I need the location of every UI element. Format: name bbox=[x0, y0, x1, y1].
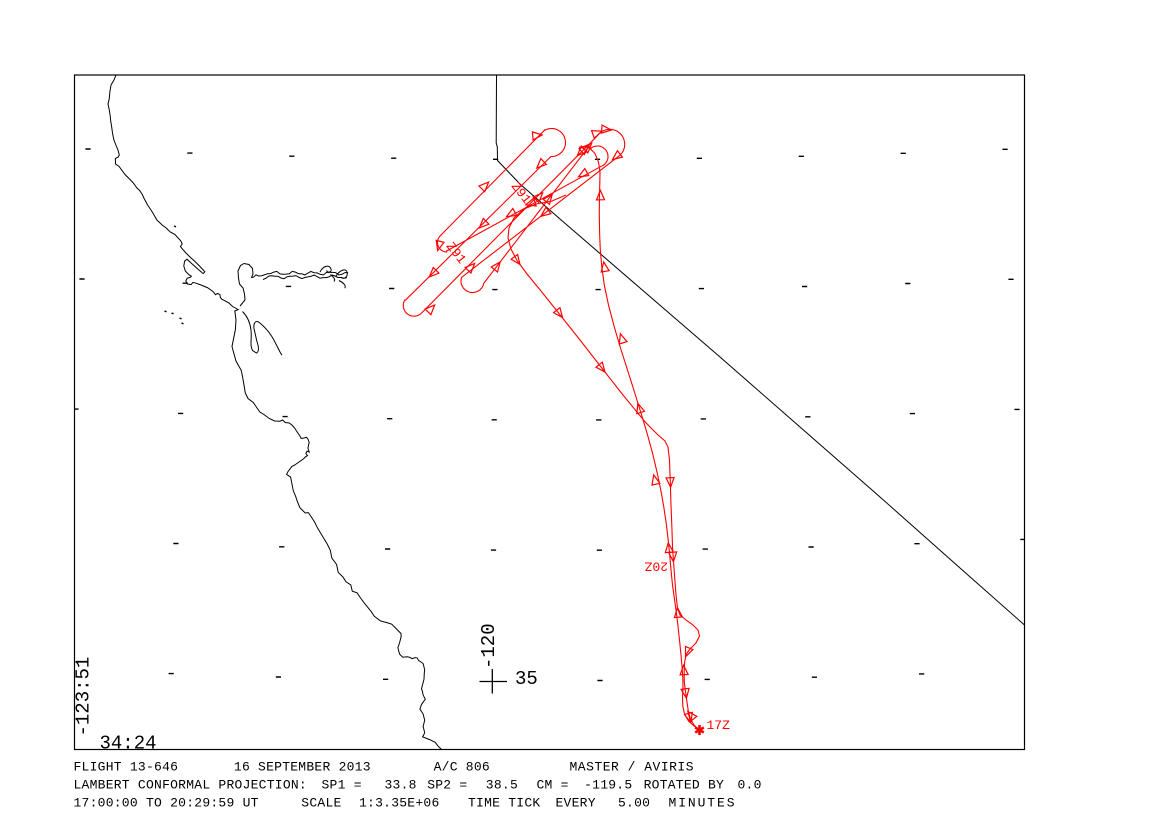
svg-text:38.5: 38.5 bbox=[486, 778, 518, 793]
svg-text:FLIGHT 13-646: FLIGHT 13-646 bbox=[74, 760, 179, 775]
svg-text:-123:51: -123:51 bbox=[73, 657, 95, 737]
svg-text:MASTER / AVIRIS: MASTER / AVIRIS bbox=[570, 760, 695, 775]
svg-text:1:3.35E+06: 1:3.35E+06 bbox=[359, 795, 440, 810]
svg-text:SP2 =: SP2 = bbox=[427, 778, 467, 793]
svg-text:LAMBERT CONFORMAL PROJECTION:: LAMBERT CONFORMAL PROJECTION: bbox=[74, 778, 308, 793]
svg-text:35: 35 bbox=[515, 668, 538, 690]
svg-text:5.00: 5.00 bbox=[618, 795, 650, 810]
svg-text:0.0: 0.0 bbox=[738, 778, 762, 793]
svg-text:20Z: 20Z bbox=[644, 559, 668, 574]
svg-text:A/C 806: A/C 806 bbox=[434, 760, 490, 775]
svg-text:MINUTES: MINUTES bbox=[669, 795, 737, 810]
svg-text:-119.5: -119.5 bbox=[584, 778, 632, 793]
svg-text:CM =: CM = bbox=[537, 778, 569, 793]
svg-text:EVERY: EVERY bbox=[556, 795, 596, 810]
svg-text:34:24: 34:24 bbox=[100, 733, 157, 755]
svg-text:SCALE: SCALE bbox=[301, 795, 341, 810]
svg-text:17Z: 17Z bbox=[707, 718, 731, 733]
svg-text:33.8: 33.8 bbox=[385, 778, 417, 793]
svg-text:16 SEPTEMBER 2013: 16 SEPTEMBER 2013 bbox=[234, 760, 371, 775]
svg-text:17:00:00 TO 20:29:59 UT: 17:00:00 TO 20:29:59 UT bbox=[74, 795, 259, 810]
svg-text:SP1 =: SP1 = bbox=[322, 778, 362, 793]
svg-text:TIME TICK: TIME TICK bbox=[468, 795, 540, 810]
svg-text:ROTATED BY: ROTATED BY bbox=[644, 778, 725, 793]
svg-text:-120: -120 bbox=[478, 623, 500, 669]
